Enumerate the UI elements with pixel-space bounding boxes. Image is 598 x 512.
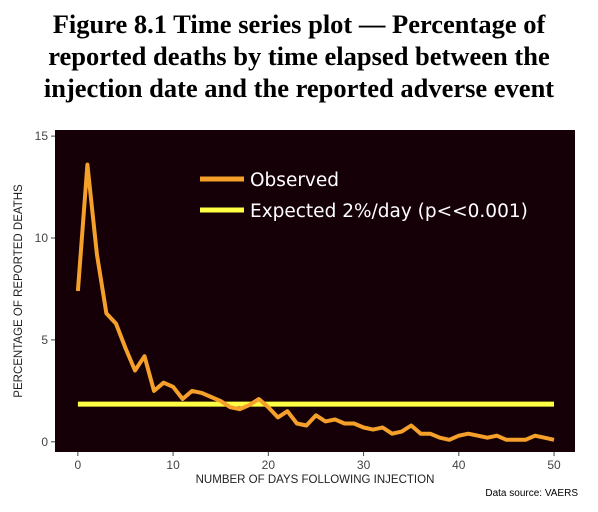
figure-title-line: reported deaths by time elapsed between … (48, 41, 550, 71)
x-tick-label: 30 (357, 458, 371, 472)
figure-title-line: injection date and the reported adverse … (43, 73, 555, 103)
y-axis-label: PERCENTAGE OF REPORTED DEATHS (13, 184, 25, 398)
observed-series-line (75, 162, 555, 442)
x-tick-label: 50 (547, 458, 561, 472)
figure-title: Figure 8.1 Time series plot — Percentage… (0, 8, 598, 104)
x-tick-label: 10 (166, 458, 180, 472)
y-tick-label: 15 (35, 129, 49, 143)
x-axis-label: NUMBER OF DAYS FOLLOWING INJECTION (196, 474, 435, 486)
x-tick-label: 20 (262, 458, 276, 472)
y-tick-label: 10 (35, 231, 49, 245)
figure-title-line: Figure 8.1 Time series plot — Percentage… (52, 9, 546, 39)
y-tick-label: 5 (41, 333, 48, 347)
plot-panel (55, 130, 575, 452)
x-tick-label: 0 (75, 458, 82, 472)
x-tick-label: 40 (452, 458, 466, 472)
legend-entry: Expected 2%/day (p<<0.001) (250, 201, 528, 222)
y-tick-label: 0 (41, 435, 48, 449)
data-source-note: Data source: VAERS (485, 488, 578, 499)
legend-entry: Observed (250, 170, 339, 191)
